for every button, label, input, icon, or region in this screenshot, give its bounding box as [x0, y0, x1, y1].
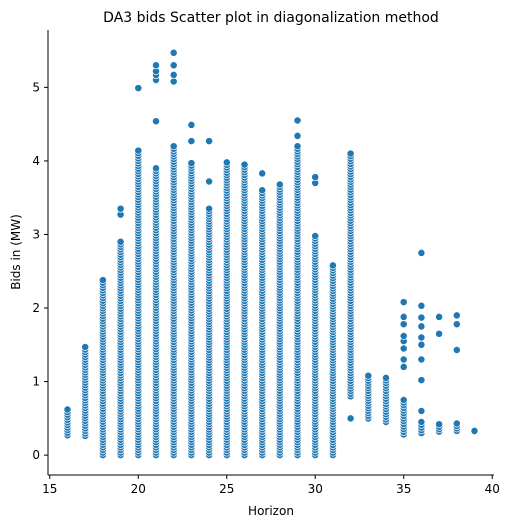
scatter-point-37-3: [435, 420, 444, 429]
scatter-point-25-114: [222, 158, 231, 167]
x-axis-ticks: 15 20 25 30 35 40: [42, 475, 500, 496]
x-axis-label: Horizon: [248, 504, 294, 518]
scatter-point-35-13: [399, 396, 408, 404]
y-axis-ticks: 0 1 2 3 4 5: [32, 80, 48, 462]
scatter-point-35-21: [399, 298, 408, 307]
scatter-point-23-113: [187, 159, 196, 168]
scatter-point-36-8: [417, 340, 426, 349]
scatter-point-36-5: [417, 407, 426, 415]
scatter-point-22-122: [169, 70, 178, 79]
scatter-point-39-1: [470, 426, 479, 435]
scatter-point-38-5: [452, 320, 461, 329]
scatter-point-20-118: [134, 146, 143, 155]
scatter-point-35-20: [399, 312, 408, 321]
scatter-point-17-35: [81, 343, 90, 351]
scatter-point-36-13: [417, 248, 426, 257]
scatter-point-30-85: [311, 232, 320, 240]
scatter-point-28-105: [275, 180, 284, 189]
scatter-point-35-14: [399, 362, 408, 371]
scatter-point-37-5: [435, 312, 444, 321]
scatter-point-18-68: [98, 276, 107, 285]
y-tick-label-5: 5: [32, 80, 40, 94]
scatter-point-32-94: [346, 149, 355, 158]
scatter-point-16-10: [63, 405, 72, 414]
scatter-point-35-15: [399, 355, 408, 364]
scatter-point-35-19: [399, 320, 408, 329]
scatter-point-24-98: [205, 137, 214, 146]
x-tick-label-20: 20: [131, 482, 146, 496]
scatter-point-36-9: [417, 333, 426, 342]
scatter-point-33-17: [364, 371, 373, 380]
scatter-point-21-116: [152, 61, 160, 70]
y-tick-label-1: 1: [32, 375, 40, 389]
scatter-point-24-97: [205, 177, 214, 186]
scatter-point-22-124: [169, 48, 178, 57]
y-tick-label-3: 3: [32, 227, 40, 241]
scatter-point-38-4: [452, 346, 461, 354]
scatter-point-30-87: [311, 173, 320, 182]
scatter-point-27-103: [258, 186, 267, 195]
scatter-point-24-96: [205, 204, 214, 213]
scatter-point-31-74: [328, 261, 337, 270]
scatter-point-21-112: [152, 117, 160, 126]
scatter-point-19-85: [116, 204, 125, 213]
scatter-point-38-6: [452, 311, 461, 320]
scatter-point-38-3: [452, 419, 461, 428]
chart-title: DA3 bids Scatter plot in diagonalization…: [103, 10, 439, 26]
x-tick-label-25: 25: [219, 482, 234, 496]
scatter-point-27-104: [258, 169, 267, 178]
scatter-point-23-115: [187, 120, 196, 129]
y-tick-label-4: 4: [32, 154, 40, 168]
scatter-point-35-18: [399, 332, 408, 340]
scatter-point-36-12: [417, 301, 426, 310]
scatter-point-19-83: [116, 237, 125, 246]
scatter-point-32-95: [346, 414, 355, 423]
scatter-point-36-11: [417, 313, 426, 322]
scatter-point-26-113: [240, 160, 249, 169]
y-axis-label: Bids in (MW): [9, 214, 23, 290]
scatter-point-37-4: [435, 329, 444, 338]
scatter-point-36-6: [417, 376, 426, 385]
data-points: [63, 48, 479, 460]
x-tick-label-35: 35: [396, 482, 411, 496]
x-tick-label-40: 40: [485, 482, 500, 496]
y-tick-label-0: 0: [32, 448, 40, 462]
scatter-point-23-114: [187, 137, 196, 146]
scatter-point-22-120: [169, 142, 178, 151]
scatter-point-29-120: [293, 142, 302, 151]
scatter-point-36-4: [417, 418, 426, 426]
scatter-point-22-123: [169, 61, 178, 70]
scatter-point-29-122: [293, 116, 302, 125]
scatter-point-22-121: [169, 77, 178, 86]
x-tick-label-30: 30: [308, 482, 323, 496]
scatter-point-29-121: [293, 131, 302, 140]
scatter-point-20-119: [134, 84, 143, 93]
x-tick-label-15: 15: [42, 482, 57, 496]
scatter-point-34-17: [382, 373, 390, 382]
scatter-point-36-7: [417, 355, 426, 364]
scatter-point-21-111: [152, 164, 160, 173]
scatter-point-35-16: [399, 344, 408, 353]
scatter-point-36-10: [417, 322, 426, 331]
y-tick-label-2: 2: [32, 301, 40, 315]
